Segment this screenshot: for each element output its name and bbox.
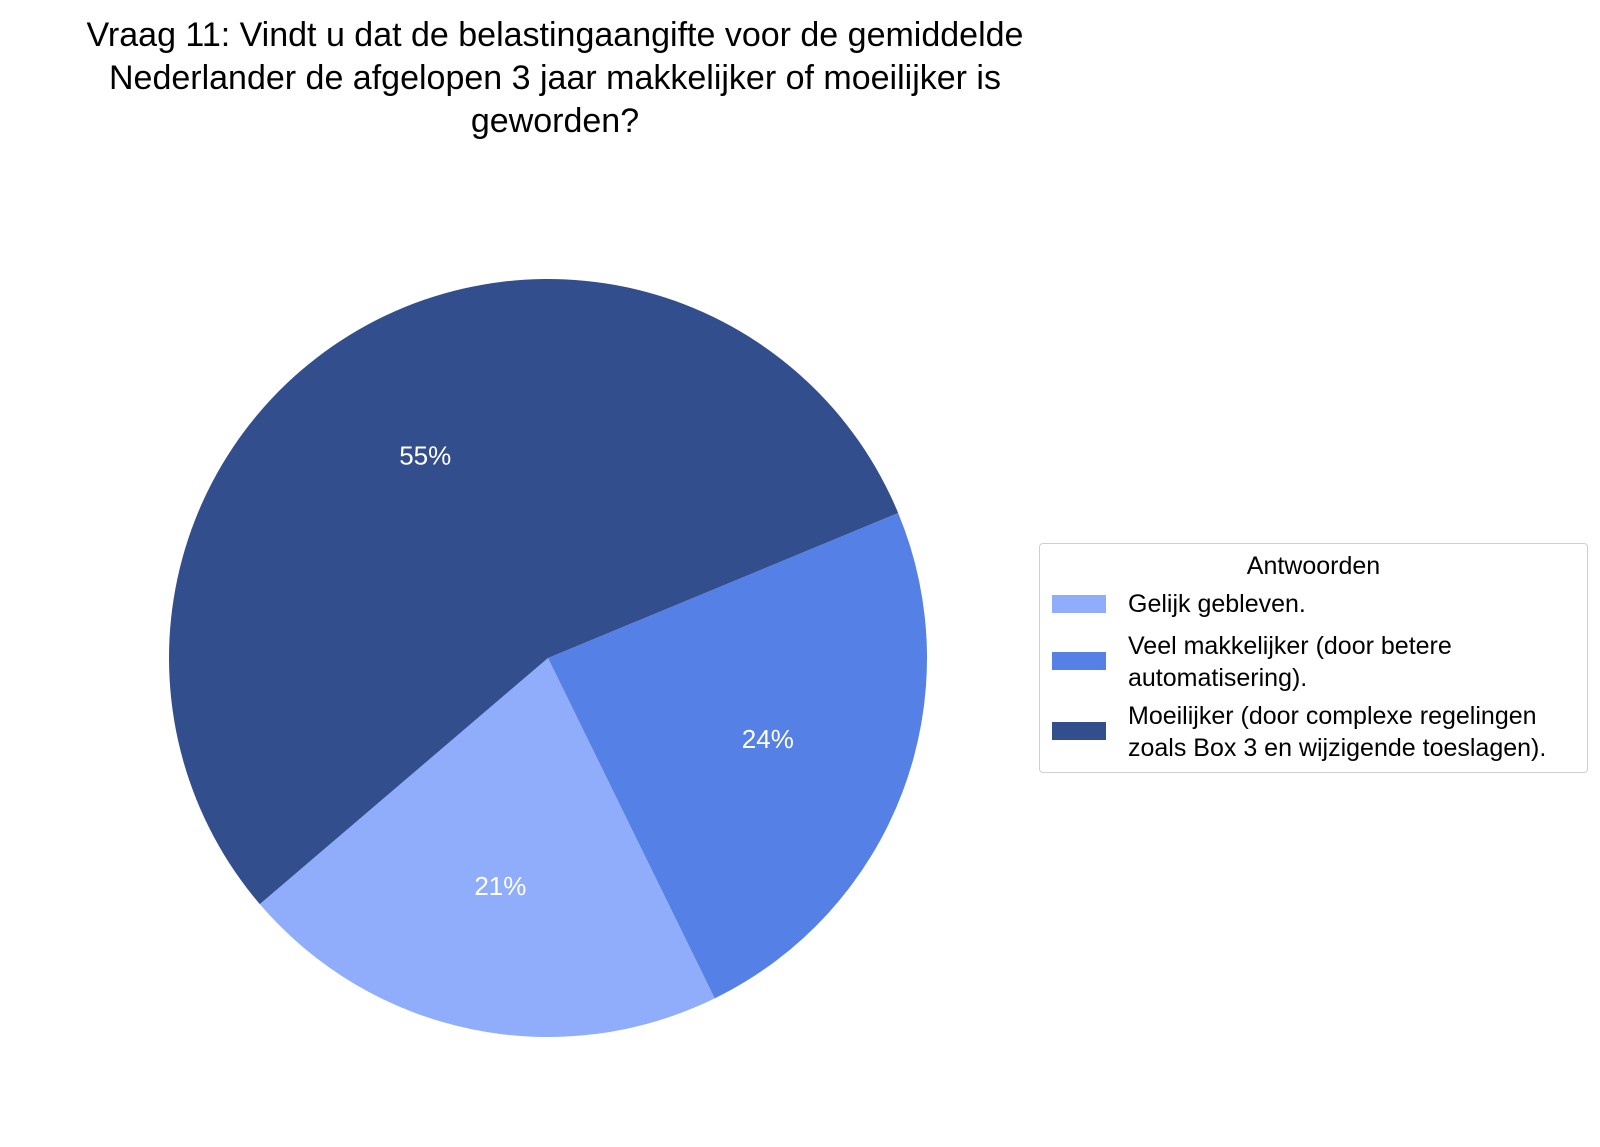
legend-swatch-gelijk — [1052, 595, 1106, 613]
legend-swatch-moeilijker — [1052, 722, 1106, 740]
legend-label-makkelijker-line1: Veel makkelijker (door betere — [1128, 632, 1452, 660]
chart-title-line: Vraag 11: Vindt u dat de belastingaangif… — [86, 16, 1024, 54]
data-label-makkelijker: 24% — [742, 724, 794, 754]
chart-title: Vraag 11: Vindt u dat de belastingaangif… — [20, 14, 1090, 143]
legend: Antwoorden Gelijk gebleven. Veel makkeli… — [1039, 543, 1588, 773]
legend-label-moeilijker-line1: Moeilijker (door complexe regelingen — [1128, 702, 1537, 730]
data-label-moeilijker: 55% — [399, 441, 451, 471]
pie-slice-makkelijker[interactable] — [548, 512, 927, 999]
pie-slice-moeilijker[interactable] — [168, 278, 899, 905]
chart-title-line: geworden? — [470, 102, 640, 140]
pie-chart: 21% 24% 55% — [168, 278, 927, 1038]
legend-label-moeilijker-line2: zoals Box 3 en wijzigende toeslagen). — [1128, 734, 1547, 762]
legend-title: Antwoorden — [1246, 552, 1381, 580]
chart-title-line: Nederlander de afgelopen 3 jaar makkelij… — [108, 59, 1001, 97]
legend-swatch-makkelijker — [1052, 652, 1106, 670]
data-label-gelijk: 21% — [474, 871, 526, 901]
legend-label-gelijk: Gelijk gebleven. — [1128, 590, 1306, 618]
legend-label-makkelijker-line2: automatisering). — [1128, 664, 1308, 692]
pie-slice-gelijk[interactable] — [259, 658, 715, 1038]
